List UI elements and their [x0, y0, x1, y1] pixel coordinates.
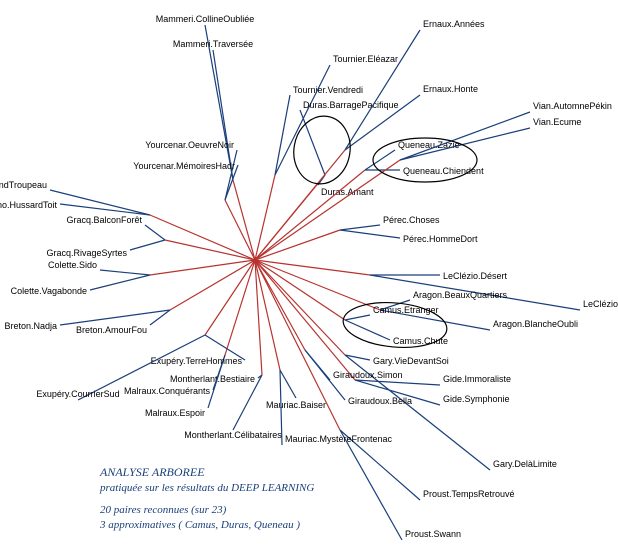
- branch-outer-19-1: [90, 275, 150, 290]
- leaf-label: Aragon.BlancheOubli: [493, 319, 578, 329]
- branch-outer-9-1: [345, 320, 390, 340]
- leaf-label: Aragon.BeauxQuartiers: [413, 290, 508, 300]
- leaf-label: Giono.GrandTroupeau: [0, 180, 47, 190]
- branch-outer-21-1: [60, 204, 150, 215]
- leaf-label: Duras.BarragePacifique: [303, 100, 399, 110]
- branch-outer-9-0: [345, 315, 370, 320]
- branch-outer-19-0: [100, 270, 150, 275]
- branch-outer-20-0: [145, 225, 165, 240]
- branch-outer-22-0: [225, 150, 237, 200]
- leaf-label: Giono.HussardToit: [0, 200, 57, 210]
- leaf-label: Gary.VieDevantSoi: [373, 356, 449, 366]
- leaf-label: Tournier.Eléazar: [333, 54, 398, 64]
- leaf-label: Gary.DelàLimite: [493, 459, 557, 469]
- leaf-label: Mauriac.MystèreFrontenac: [285, 434, 393, 444]
- branch-outer-1-1: [275, 65, 330, 175]
- leaf-label: Exupéry.TerreHommes: [151, 356, 243, 366]
- leaf-label: Vian.AutomnePékin: [533, 101, 612, 111]
- branch-inner-16: [225, 260, 255, 355]
- leaf-label: Tournier.Vendredi: [293, 85, 363, 95]
- leaf-label: Malraux.Conquérants: [124, 386, 211, 396]
- leaf-label: Breton.Nadja: [4, 321, 57, 331]
- leaf-label: Mammeri.CollineOubliée: [156, 14, 255, 24]
- leaf-label: Ernaux.Années: [423, 19, 485, 29]
- branch-outer-1-0: [275, 95, 290, 175]
- leaf-label: Vian.Ecume: [533, 117, 581, 127]
- leaf-label: Yourcenar.MémoiresHadr: [133, 161, 235, 171]
- branch-outer-12-0: [340, 430, 402, 540]
- branch-outer-20-1: [130, 240, 165, 250]
- branch-inner-20: [165, 240, 255, 260]
- leaf-label: Giraudoux.Simon: [333, 370, 403, 380]
- leaf-label: Breton.AmourFou: [76, 325, 147, 335]
- branch-outer-6-0: [340, 225, 380, 230]
- leaf-label: Colette.Sido: [48, 260, 97, 270]
- leaf-label: Gracq.BalconForêt: [66, 215, 142, 225]
- leaf-label: LeClézio.Désert: [443, 271, 508, 281]
- leaf-label: Exupéry.CourrierSud: [36, 389, 119, 399]
- leaf-label: Proust.Swann: [405, 529, 461, 539]
- leaf-label: Mauriac.Baiser: [266, 400, 326, 410]
- leaf-label: Camus.Chute: [393, 336, 448, 346]
- branch-inner-4: [255, 170, 365, 260]
- branch-outer-6-1: [340, 230, 400, 238]
- branch-outer-21-0: [50, 190, 150, 215]
- leaf-label: LeClézio.Hasard: [583, 299, 618, 309]
- branch-inner-5: [255, 160, 400, 260]
- leaf-label: Yourcenar.OeuvreNoir: [145, 140, 234, 150]
- leaf-label: Ernaux.Honte: [423, 84, 478, 94]
- leaf-label: Pérec.Choses: [383, 215, 440, 225]
- leaf-label: Proust.TempsRetrouvé: [423, 489, 515, 499]
- leaf-label: Pérec.HommeDort: [403, 234, 478, 244]
- caption-line-4: 3 approximatives ( Camus, Duras, Queneau…: [99, 519, 300, 531]
- leaf-label: Giraudoux.Bella: [348, 396, 412, 406]
- leaf-label: Montherlant.Célibataires: [184, 430, 282, 440]
- branch-inner-11: [255, 260, 355, 380]
- branch-inner-8: [255, 260, 380, 310]
- leaf-label: Queneau.Chiendent: [403, 166, 484, 176]
- branch-outer-2-0: [300, 110, 325, 175]
- branch-inner-17: [205, 260, 255, 335]
- branch-inner-22: [225, 200, 255, 260]
- leaf-label: Gide.Symphonie: [443, 394, 510, 404]
- caption-line-3: 20 paires reconnues (sur 23): [100, 504, 227, 516]
- leaf-label: Montherlant.Bestiaire: [170, 374, 255, 384]
- caption-title: ANALYSE ARBOREE: [99, 465, 205, 479]
- leaf-label: Gracq.RivageSyrtes: [46, 248, 127, 258]
- branch-outer-5-0: [400, 112, 530, 160]
- leaf-label: Colette.Vagabonde: [11, 286, 87, 296]
- leaf-label: Malraux.Espoir: [145, 408, 205, 418]
- branch-inner-18: [170, 260, 255, 310]
- leaf-label: Gide.Immoraliste: [443, 374, 511, 384]
- leaf-label: Mammeri.Traversée: [173, 39, 253, 49]
- branch-inner-19: [150, 260, 255, 275]
- branch-inner-21: [150, 215, 255, 260]
- branch-outer-14-0: [280, 370, 296, 398]
- caption-line-2: pratiquée sur les résultats du DEEP LEAR…: [99, 482, 314, 494]
- branch-inner-0: [233, 180, 255, 260]
